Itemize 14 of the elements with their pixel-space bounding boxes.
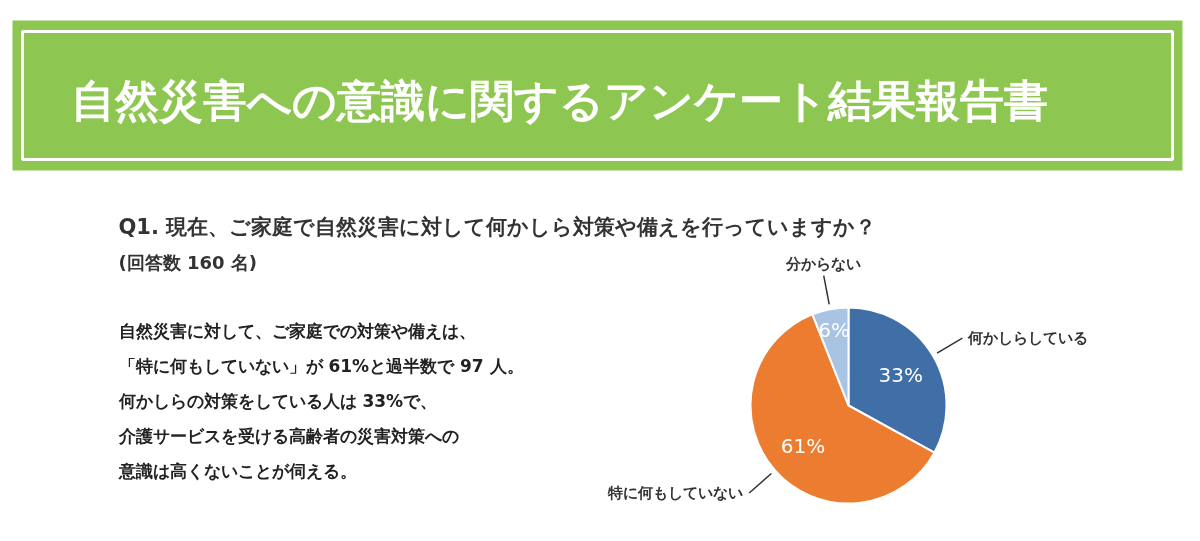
text: 介護サービスを受ける高齢者の災害対策への — [117, 425, 459, 446]
data-label: 61% — [780, 433, 826, 458]
slice-label: 分からない — [785, 254, 862, 273]
slice-label: 特に何もしていない — [607, 483, 744, 502]
data-label: 6% — [818, 318, 851, 343]
chart-subtitle: Q1. 現在、ご家庭で自然災害に対して何かしら対策や備えを行っていますか？ — [118, 214, 877, 239]
data-label: 33% — [878, 362, 924, 387]
text: 意識は高くないことが伺える。 — [117, 460, 357, 481]
chart-title: 自然災害への意識に関するアンケート結果報告書 — [70, 75, 1048, 126]
text: 何かしらの対策をしている人は 33%で、 — [117, 390, 438, 411]
text: 「特に何もしていない」が 61%と過半数で 97 人。 — [118, 355, 524, 376]
slice-label: 何かしらしている — [967, 329, 1089, 348]
text: 自然災害に対して、ご家庭での対策や備えは、 — [118, 320, 476, 341]
text: (回答数 160 名) — [118, 252, 258, 273]
